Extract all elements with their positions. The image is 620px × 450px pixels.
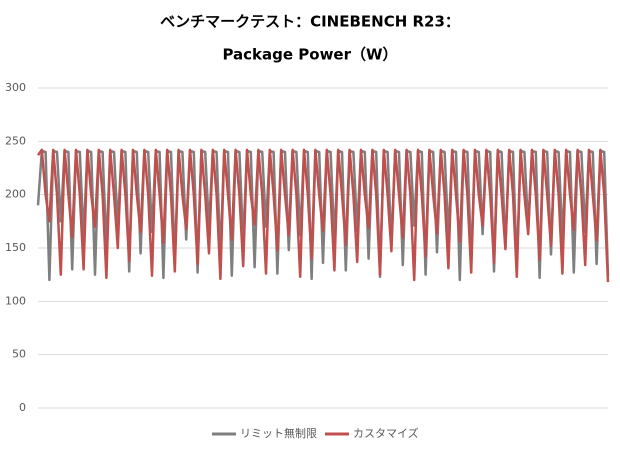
y-tick-label: 250 [5,134,26,147]
y-tick-label: 50 [12,348,26,361]
y-tick-label: 100 [5,294,26,307]
legend-label: カスタマイズ [353,426,419,440]
y-tick-label: 150 [5,241,26,254]
series-line [36,148,610,283]
y-tick-label: 200 [5,188,26,201]
y-tick-label: 300 [5,81,26,94]
chart-title: ベンチマークテスト：CINEBENCH R23： [160,13,460,31]
chart-subtitle: Package Power（W） [222,46,397,64]
y-tick-label: 0 [19,401,26,414]
legend-label: リミット無制限 [240,426,317,440]
